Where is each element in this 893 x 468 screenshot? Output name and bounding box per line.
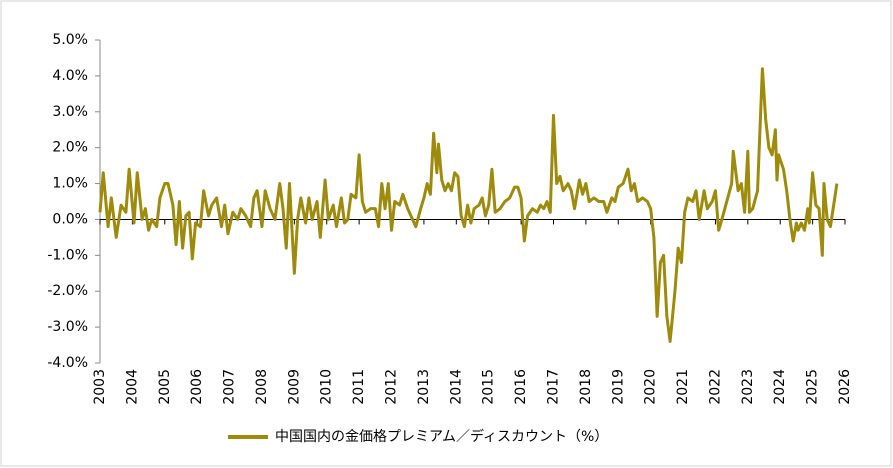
y-tick-label: 0.0%: [52, 211, 88, 227]
x-tick-label: 2019: [610, 369, 626, 405]
x-tick-label: 2005: [157, 369, 173, 405]
x-tick-label: 2010: [319, 369, 335, 405]
x-tick-label: 2022: [707, 369, 723, 405]
x-tick-label: 2026: [837, 369, 853, 405]
y-tick-label: 4.0%: [52, 68, 88, 84]
y-tick-label: 3.0%: [52, 104, 88, 120]
x-tick-label: 2003: [92, 369, 108, 405]
legend-label: 中国国内の金価格プレミアム／ディスカウント（%）: [275, 428, 608, 445]
x-tick-label: 2018: [578, 369, 594, 405]
y-tick-label: -2.0%: [47, 283, 88, 299]
y-tick-label: -4.0%: [47, 355, 88, 371]
y-tick-label: 1.0%: [52, 176, 88, 192]
x-tick-label: 2024: [772, 369, 788, 405]
x-tick-label: 2025: [805, 369, 821, 405]
x-tick-label: 2011: [351, 369, 367, 405]
y-tick-label: -1.0%: [47, 247, 88, 263]
x-tick-label: 2016: [513, 369, 529, 405]
x-tick-label: 2013: [416, 369, 432, 405]
x-tick-label: 2015: [481, 369, 497, 405]
y-tick-label: -3.0%: [47, 319, 88, 335]
x-tick-label: 2017: [545, 369, 561, 405]
x-tick-label: 2012: [384, 369, 400, 405]
x-tick-label: 2023: [740, 369, 756, 405]
x-tick-label: 2007: [222, 369, 238, 405]
x-tick-label: 2021: [675, 369, 691, 405]
y-tick-label: 2.0%: [52, 140, 88, 156]
x-tick-label: 2004: [124, 369, 140, 405]
x-tick-label: 2006: [189, 369, 205, 405]
x-tick-label: 2014: [448, 369, 464, 405]
x-tick-label: 2008: [254, 369, 270, 405]
x-tick-label: 2020: [643, 369, 659, 405]
data-line: [98, 67, 839, 343]
y-tick-label: 5.0%: [52, 32, 88, 48]
x-tick-label: 2009: [286, 369, 302, 405]
